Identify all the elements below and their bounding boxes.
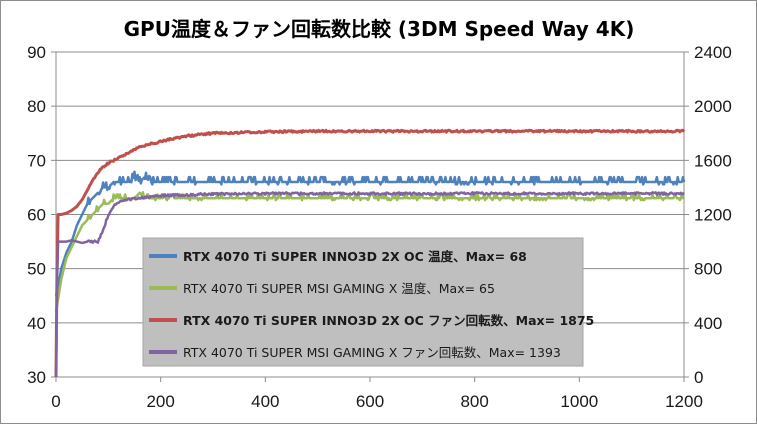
legend-label: RTX 4070 Ti SUPER MSI GAMING X ファン回転数、Ma… [183, 345, 561, 360]
x-tick-label: 1200 [665, 392, 703, 411]
legend-label: RTX 4070 Ti SUPER INNO3D 2X OC 温度、Max= 6… [183, 249, 527, 264]
y-right-tick-label: 2000 [694, 97, 732, 116]
y-right-tick-label: 1200 [694, 206, 732, 225]
legend-label: RTX 4070 Ti SUPER MSI GAMING X 温度、Max= 6… [183, 281, 495, 296]
x-tick-label: 800 [460, 392, 488, 411]
series-line [54, 191, 685, 378]
chart-title: GPU温度＆ファン回転数比較 (3DM Speed Way 4K) [124, 17, 635, 41]
legend: RTX 4070 Ti SUPER INNO3D 2X OC 温度、Max= 6… [142, 237, 594, 367]
y-left-tick-label: 40 [27, 314, 46, 333]
y-right-tick-label: 1600 [694, 151, 732, 170]
y-left-tick-label: 60 [27, 206, 46, 225]
legend-label: RTX 4070 Ti SUPER INNO3D 2X OC ファン回転数、Ma… [183, 313, 594, 328]
x-tick-label: 200 [146, 392, 174, 411]
axis-layer: 30 40 50 60 70 80 90 0 400 800 1200 1600 2000 2400 0 20… [27, 43, 732, 411]
y-left-tick-label: 80 [27, 97, 46, 116]
series-line [54, 170, 686, 297]
y-left-tick-label: 30 [27, 368, 46, 387]
y-right-tick-label: 0 [694, 368, 703, 387]
series-line [54, 128, 686, 378]
x-tick-label: 400 [251, 392, 279, 411]
y-left-tick-label: 50 [27, 260, 46, 279]
y-left-tick-label: 90 [27, 43, 46, 62]
x-tick-label: 1000 [560, 392, 598, 411]
y-right-tick-label: 800 [694, 260, 722, 279]
series-layer [54, 128, 686, 378]
y-right-tick-label: 400 [694, 314, 722, 333]
x-tick-label: 600 [356, 392, 384, 411]
y-right-tick-label: 2400 [694, 43, 732, 62]
legend-box [142, 237, 584, 367]
y-left-tick-label: 70 [27, 151, 46, 170]
x-tick-label: 0 [51, 392, 60, 411]
